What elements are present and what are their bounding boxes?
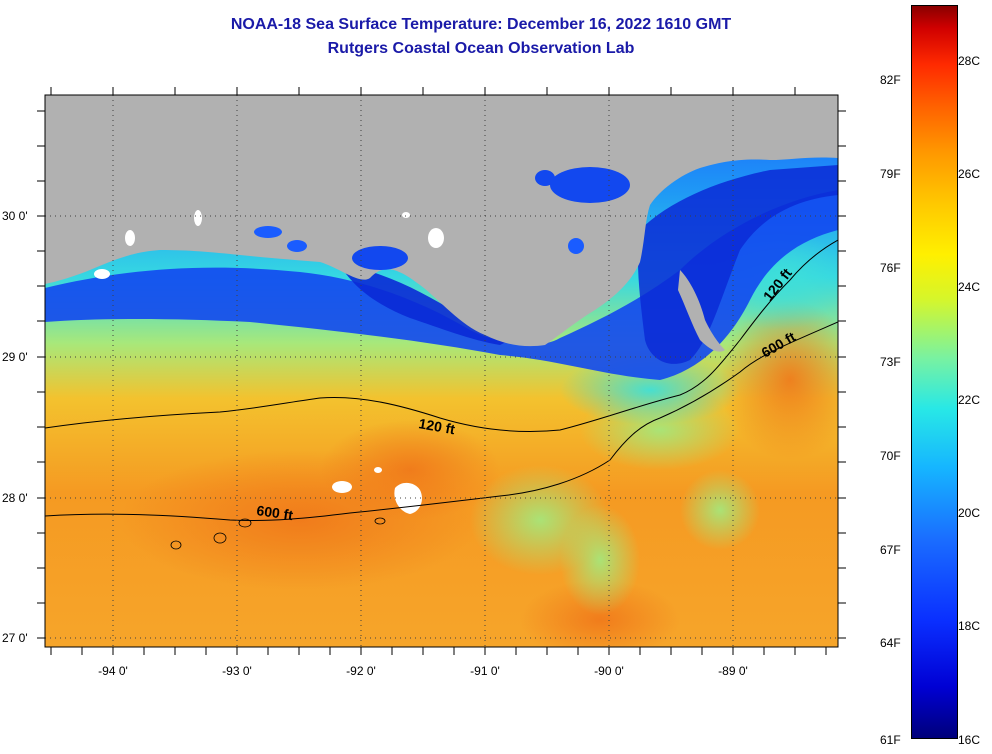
chart-title: NOAA-18 Sea Surface Temperature: Decembe… bbox=[230, 16, 732, 33]
colorbar-label-celsius: 16C bbox=[958, 733, 981, 747]
bay bbox=[550, 167, 630, 203]
cloud-patch bbox=[94, 269, 110, 279]
isobath-600ft-closed bbox=[374, 517, 386, 525]
colorbar-label-fahrenheit: 64F bbox=[880, 636, 901, 650]
bay bbox=[254, 226, 282, 238]
lat-label: 28 0' bbox=[2, 491, 28, 505]
lon-label: -93 0' bbox=[222, 664, 252, 678]
colorbar-label-fahrenheit: 61F bbox=[880, 733, 901, 747]
map-frame bbox=[44, 94, 839, 648]
land-delta bbox=[678, 270, 725, 352]
tick-marks bbox=[37, 87, 846, 655]
colorbar-label-celsius: 22C bbox=[958, 393, 981, 407]
coastal-cold-water bbox=[45, 190, 838, 380]
lat-label: 30 0' bbox=[2, 209, 28, 223]
isobath-600ft-closed bbox=[213, 532, 227, 544]
cyan-plume bbox=[560, 355, 740, 425]
lon-label: -94 0' bbox=[98, 664, 128, 678]
colorbar-label-fahrenheit: 76F bbox=[880, 261, 901, 275]
lon-label: -92 0' bbox=[346, 664, 376, 678]
cool-filament bbox=[560, 505, 640, 615]
bay bbox=[535, 170, 555, 186]
colorbar-label-fahrenheit: 79F bbox=[880, 167, 901, 181]
coastal-cold-water bbox=[637, 165, 838, 364]
colorbar-label-celsius: 24C bbox=[958, 280, 981, 294]
lon-label: -89 0' bbox=[718, 664, 748, 678]
cloud-patch bbox=[125, 230, 135, 246]
lon-label: -91 0' bbox=[470, 664, 500, 678]
bay bbox=[352, 246, 408, 270]
warm-eddy bbox=[720, 300, 838, 460]
colorbar-label-celsius: 28C bbox=[958, 54, 981, 68]
colorbar-label-celsius: 18C bbox=[958, 619, 981, 633]
chart-subtitle: Rutgers Coastal Ocean Observation Lab bbox=[327, 40, 635, 57]
colorbar-label-fahrenheit: 70F bbox=[880, 449, 901, 463]
lat-label: 29 0' bbox=[2, 350, 28, 364]
colorbar-label-celsius: 26C bbox=[958, 167, 981, 181]
cloud-patch bbox=[428, 228, 444, 248]
cloud-patch bbox=[194, 210, 202, 226]
land-mass bbox=[45, 95, 838, 347]
isobath-600ft bbox=[45, 321, 838, 522]
cloud-patch bbox=[374, 467, 382, 473]
colorbar-label-fahrenheit: 67F bbox=[880, 543, 901, 557]
colorbar-label-fahrenheit: 82F bbox=[880, 73, 901, 87]
contour-label-120ft: 120 ft bbox=[417, 415, 456, 437]
contour-label-600ft: 600 ft bbox=[256, 502, 295, 523]
colorbar-label-celsius: 20C bbox=[958, 506, 981, 520]
bay bbox=[287, 240, 307, 252]
bay bbox=[568, 238, 584, 254]
lat-label: 27 0' bbox=[2, 631, 28, 645]
isobath-120ft bbox=[45, 239, 838, 432]
cool-filament bbox=[680, 470, 760, 550]
cloud-patch bbox=[332, 481, 352, 493]
graticule bbox=[45, 95, 838, 647]
isobath-600ft-closed bbox=[238, 518, 252, 528]
temperature-colorbar bbox=[911, 5, 958, 739]
warm-eddy bbox=[320, 420, 500, 520]
cloud-patch bbox=[402, 212, 410, 218]
isobath-600ft-closed bbox=[170, 540, 182, 550]
lon-label: -90 0' bbox=[594, 664, 624, 678]
colorbar-label-fahrenheit: 73F bbox=[880, 355, 901, 369]
